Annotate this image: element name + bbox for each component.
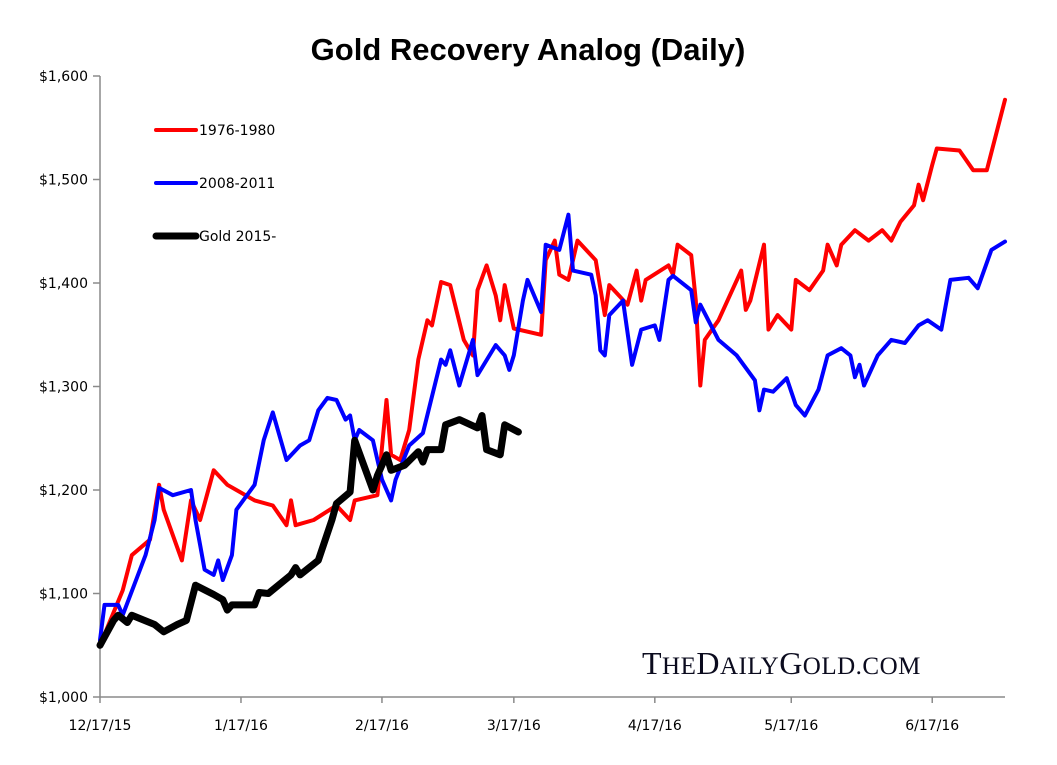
- x-tick-label: 3/17/16: [487, 718, 541, 734]
- y-tick-label: $1,500: [39, 173, 88, 189]
- x-tick-label: 1/17/16: [214, 718, 268, 734]
- y-tick-label: $1,100: [39, 587, 88, 603]
- legend-label: 2008-2011: [199, 176, 275, 192]
- watermark-logo: THEDAILYGOLD.COM: [642, 645, 921, 681]
- y-tick-label: $1,600: [39, 69, 88, 85]
- x-tick-label: 6/17/16: [905, 718, 959, 734]
- chart-title: Gold Recovery Analog (Daily): [311, 32, 746, 67]
- legend-label: 1976-1980: [199, 123, 275, 139]
- x-tick-label: 4/17/16: [628, 718, 682, 734]
- y-tick-label: $1,200: [39, 483, 88, 499]
- y-tick-label: $1,000: [39, 690, 88, 706]
- y-tick-label: $1,300: [39, 380, 88, 396]
- series-line-2: [98, 212, 1007, 643]
- series-line-3: [96, 412, 522, 649]
- x-tick-label: 2/17/16: [355, 718, 409, 734]
- legend-label: Gold 2015-: [199, 229, 276, 245]
- x-tick-label: 12/17/15: [69, 718, 132, 734]
- x-tick-label: 5/17/16: [764, 718, 818, 734]
- y-tick-label: $1,400: [39, 276, 88, 292]
